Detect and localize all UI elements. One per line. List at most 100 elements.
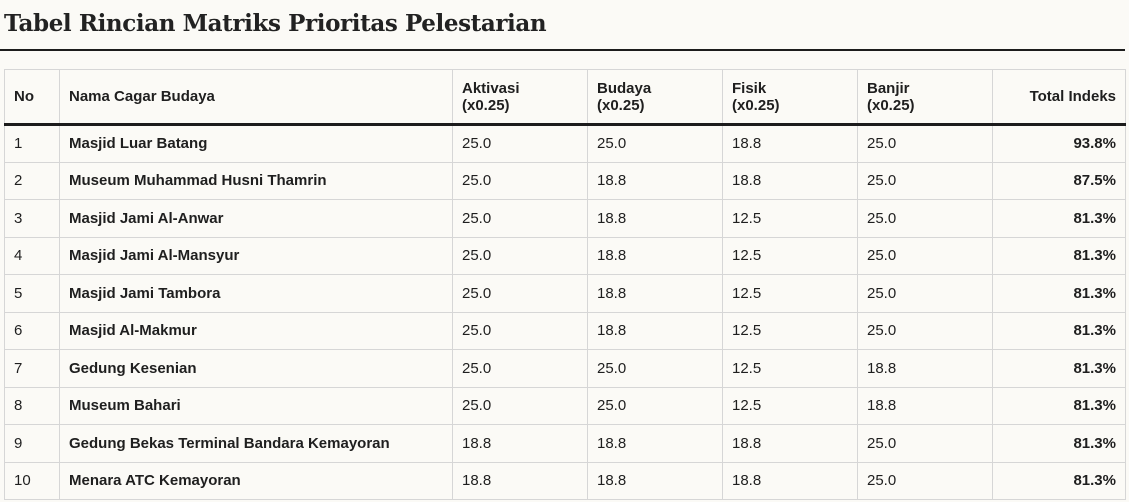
header-budaya-weight: (x0.25)	[597, 96, 645, 114]
table-header-row: No Nama Cagar Budaya Aktivasi (x0.25) Bu…	[4, 69, 1126, 126]
cell-aktivasi: 25.0	[452, 274, 588, 313]
title-divider	[0, 49, 1125, 51]
cell-no: 8	[4, 386, 60, 425]
header-name: Nama Cagar Budaya	[59, 69, 453, 126]
cell-total-indeks: 81.3%	[992, 386, 1126, 425]
cell-banjir: 25.0	[857, 199, 993, 238]
table-row: 7 Gedung Kesenian 25.0 25.0 12.5 18.8 81.3%	[4, 349, 1126, 388]
table-row: 9 Gedung Bekas Terminal Bandara Kemayoran…	[4, 424, 1126, 463]
cell-budaya: 25.0	[587, 349, 723, 388]
header-total-indeks: Total Indeks	[992, 69, 1126, 126]
cell-budaya: 18.8	[587, 274, 723, 313]
cell-aktivasi: 25.0	[452, 349, 588, 388]
cell-fisik: 12.5	[722, 386, 858, 425]
cell-aktivasi: 25.0	[452, 386, 588, 425]
cell-name: Museum Bahari	[59, 386, 453, 425]
cell-name: Masjid Jami Al-Anwar	[59, 199, 453, 238]
cell-fisik: 18.8	[722, 124, 858, 163]
cell-name: Masjid Luar Batang	[59, 124, 453, 163]
header-banjir: Banjir (x0.25)	[857, 69, 993, 126]
table-row: 3 Masjid Jami Al-Anwar 25.0 18.8 12.5 25.0 81.…	[4, 199, 1126, 238]
cell-budaya: 18.8	[587, 236, 723, 275]
header-banjir-label: Banjir	[867, 79, 910, 97]
header-aktivasi: Aktivasi (x0.25)	[452, 69, 588, 126]
cell-no: 3	[4, 199, 60, 238]
cell-name: Menara ATC Kemayoran	[59, 461, 453, 500]
header-banjir-weight: (x0.25)	[867, 96, 915, 114]
cell-budaya: 18.8	[587, 161, 723, 200]
cell-total-indeks: 87.5%	[992, 161, 1126, 200]
cell-name: Masjid Jami Al-Mansyur	[59, 236, 453, 275]
cell-no: 5	[4, 274, 60, 313]
cell-name: Gedung Kesenian	[59, 349, 453, 388]
table-row: 2 Museum Muhammad Husni Thamrin 25.0 18.8 18…	[4, 161, 1126, 200]
cell-aktivasi: 18.8	[452, 424, 588, 463]
cell-no: 10	[4, 461, 60, 500]
cell-no: 2	[4, 161, 60, 200]
cell-fisik: 12.5	[722, 349, 858, 388]
table-row: 8 Museum Bahari 25.0 25.0 12.5 18.8 81.3%	[4, 386, 1126, 425]
cell-banjir: 25.0	[857, 161, 993, 200]
cell-name: Masjid Al-Makmur	[59, 311, 453, 350]
header-fisik-weight: (x0.25)	[732, 96, 780, 114]
cell-total-indeks: 81.3%	[992, 349, 1126, 388]
cell-banjir: 18.8	[857, 386, 993, 425]
cell-aktivasi: 25.0	[452, 124, 588, 163]
cell-name: Museum Muhammad Husni Thamrin	[59, 161, 453, 200]
header-no: No	[4, 69, 60, 126]
cell-total-indeks: 81.3%	[992, 311, 1126, 350]
page-title: Tabel Rincian Matriks Prioritas Pelestar…	[4, 10, 547, 37]
cell-banjir: 25.0	[857, 124, 993, 163]
cell-total-indeks: 81.3%	[992, 236, 1126, 275]
cell-aktivasi: 25.0	[452, 199, 588, 238]
cell-aktivasi: 25.0	[452, 161, 588, 200]
header-aktivasi-label: Aktivasi	[462, 79, 520, 97]
cell-no: 4	[4, 236, 60, 275]
cell-aktivasi: 25.0	[452, 311, 588, 350]
priority-matrix-table: No Nama Cagar Budaya Aktivasi (x0.25) Bu…	[4, 69, 1126, 500]
table-row: 6 Masjid Al-Makmur 25.0 18.8 12.5 25.0 81.3%	[4, 311, 1126, 350]
cell-fisik: 18.8	[722, 424, 858, 463]
header-fisik: Fisik (x0.25)	[722, 69, 858, 126]
cell-total-indeks: 81.3%	[992, 199, 1126, 238]
table-row: 1 Masjid Luar Batang 25.0 25.0 18.8 25.0 93.8%	[4, 124, 1126, 163]
cell-banjir: 18.8	[857, 349, 993, 388]
cell-name: Gedung Bekas Terminal Bandara Kemayoran	[59, 424, 453, 463]
cell-total-indeks: 81.3%	[992, 274, 1126, 313]
header-budaya-label: Budaya	[597, 79, 652, 97]
table-row: 10 Menara ATC Kemayoran 18.8 18.8 18.8 25.0 81…	[4, 461, 1126, 500]
cell-total-indeks: 93.8%	[992, 124, 1126, 163]
table-row: 5 Masjid Jami Tambora 25.0 18.8 12.5 25.0 81.3…	[4, 274, 1126, 313]
cell-no: 9	[4, 424, 60, 463]
header-budaya: Budaya (x0.25)	[587, 69, 723, 126]
table-row: 4 Masjid Jami Al-Mansyur 25.0 18.8 12.5 25.0 8…	[4, 236, 1126, 275]
cell-fisik: 12.5	[722, 199, 858, 238]
header-fisik-label: Fisik	[732, 79, 767, 97]
cell-no: 1	[4, 124, 60, 163]
cell-budaya: 25.0	[587, 386, 723, 425]
cell-budaya: 18.8	[587, 199, 723, 238]
cell-fisik: 12.5	[722, 274, 858, 313]
cell-total-indeks: 81.3%	[992, 424, 1126, 463]
cell-aktivasi: 25.0	[452, 236, 588, 275]
cell-total-indeks: 81.3%	[992, 461, 1126, 500]
header-aktivasi-weight: (x0.25)	[462, 96, 510, 114]
cell-fisik: 18.8	[722, 161, 858, 200]
cell-banjir: 25.0	[857, 236, 993, 275]
cell-banjir: 25.0	[857, 424, 993, 463]
cell-budaya: 18.8	[587, 311, 723, 350]
cell-banjir: 25.0	[857, 274, 993, 313]
cell-budaya: 25.0	[587, 124, 723, 163]
cell-no: 7	[4, 349, 60, 388]
cell-budaya: 18.8	[587, 461, 723, 500]
cell-aktivasi: 18.8	[452, 461, 588, 500]
cell-fisik: 18.8	[722, 461, 858, 500]
table-body: 1 Masjid Luar Batang 25.0 25.0 18.8 25.0 93.8%…	[4, 124, 1126, 500]
cell-name: Masjid Jami Tambora	[59, 274, 453, 313]
cell-no: 6	[4, 311, 60, 350]
cell-banjir: 25.0	[857, 311, 993, 350]
cell-budaya: 18.8	[587, 424, 723, 463]
cell-banjir: 25.0	[857, 461, 993, 500]
cell-fisik: 12.5	[722, 236, 858, 275]
cell-fisik: 12.5	[722, 311, 858, 350]
